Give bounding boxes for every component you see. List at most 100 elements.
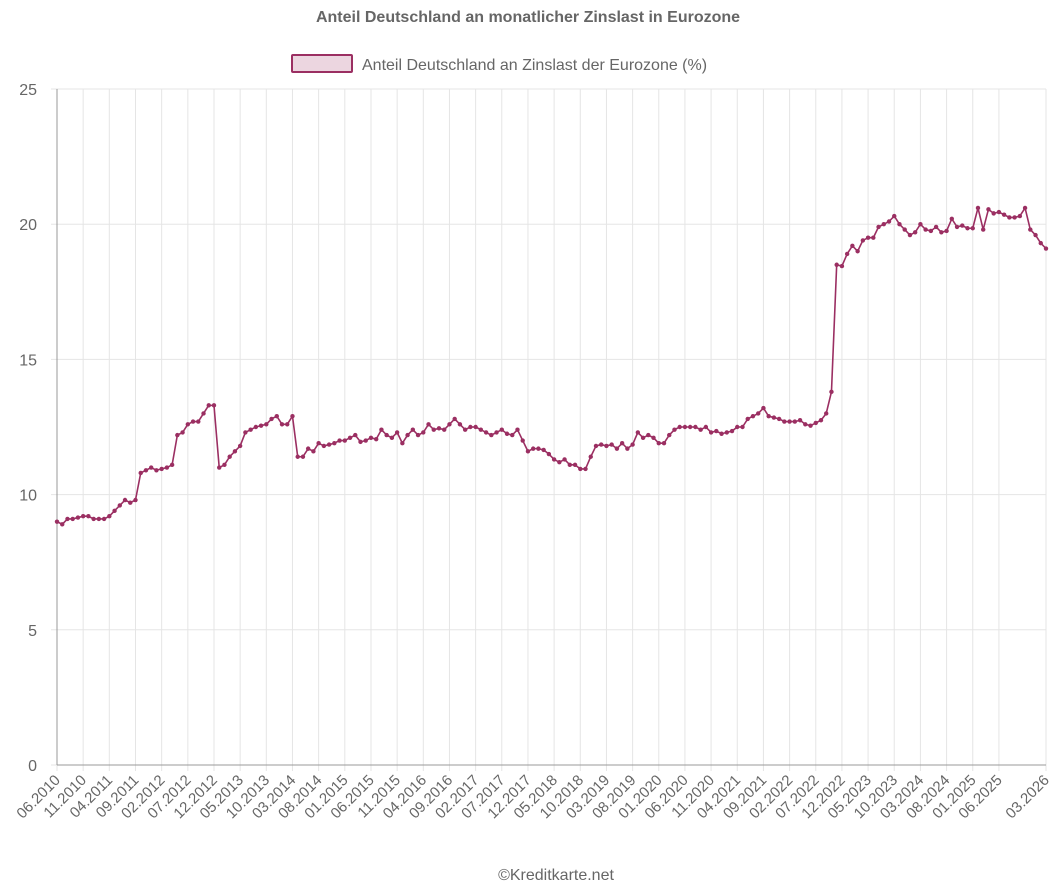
data-point[interactable] [326,442,332,447]
data-point[interactable] [274,413,279,419]
data-point[interactable] [80,514,86,519]
legend-swatch[interactable] [291,54,353,73]
data-point[interactable] [530,446,536,451]
data-point[interactable] [358,439,363,445]
data-point[interactable] [133,497,138,503]
data-point[interactable] [468,424,473,430]
data-point[interactable] [374,436,379,442]
data-point[interactable] [923,227,928,232]
data-point[interactable] [619,441,625,446]
data-point[interactable] [196,419,201,424]
data-point[interactable] [677,424,682,430]
data-point[interactable] [745,416,750,422]
data-point[interactable] [850,243,855,249]
data-point[interactable] [452,416,457,422]
data-point[interactable] [1043,246,1049,251]
data-point[interactable] [954,224,960,230]
data-point[interactable] [515,427,520,432]
data-point[interactable] [190,419,196,424]
data-point[interactable] [944,228,949,234]
data-point[interactable] [996,209,1002,215]
data-point[interactable] [211,403,217,408]
data-point[interactable] [551,457,557,462]
data-point[interactable] [353,432,358,438]
data-point[interactable] [1022,205,1028,211]
data-point[interactable] [886,219,892,224]
data-point[interactable] [682,424,688,430]
data-point[interactable] [881,222,886,227]
data-point[interactable] [755,411,761,416]
data-point[interactable] [939,230,944,235]
data-point[interactable] [143,468,149,473]
data-point[interactable] [96,516,102,522]
data-point[interactable] [473,424,478,430]
data-point[interactable] [729,428,735,434]
data-point[interactable] [808,423,813,428]
data-point[interactable] [70,516,75,522]
data-point[interactable] [101,516,107,522]
data-point[interactable] [91,516,96,522]
data-point[interactable] [405,432,410,438]
data-point[interactable] [640,435,646,441]
data-point[interactable] [311,449,316,454]
data-point[interactable] [630,442,635,447]
data-point[interactable] [536,446,541,451]
data-point[interactable] [661,441,667,446]
data-point[interactable] [60,522,65,527]
data-point[interactable] [656,441,661,446]
data-point[interactable] [912,230,918,235]
data-point[interactable] [562,457,567,462]
data-point[interactable] [510,432,515,438]
data-point[interactable] [332,441,337,446]
data-point[interactable] [975,205,981,211]
data-point[interactable] [426,422,431,427]
data-point[interactable] [787,419,792,424]
data-point[interactable] [117,503,122,508]
data-point[interactable] [295,454,300,459]
data-point[interactable] [494,430,499,435]
data-point[interactable] [415,432,421,438]
data-point[interactable] [337,438,342,443]
data-point[interactable] [258,423,264,428]
data-point[interactable] [965,226,970,231]
data-point[interactable] [232,449,238,454]
data-point[interactable] [599,442,604,447]
data-point[interactable] [1017,213,1023,219]
data-point[interactable] [442,427,447,432]
data-point[interactable] [724,430,729,435]
data-point[interactable] [128,500,133,505]
data-point[interactable] [865,235,871,240]
data-point[interactable] [185,422,191,427]
data-point[interactable] [557,459,562,465]
data-point[interactable] [520,438,525,443]
data-point[interactable] [478,427,484,432]
data-point[interactable] [703,424,709,430]
data-point[interactable] [379,427,384,432]
data-point[interactable] [687,424,693,430]
data-point[interactable] [871,235,876,240]
data-point[interactable] [614,446,620,451]
data-point[interactable] [1007,215,1012,220]
data-point[interactable] [949,216,955,221]
data-point[interactable] [384,432,389,438]
data-point[interactable] [750,413,756,419]
data-point[interactable] [651,435,656,441]
data-point[interactable] [86,514,91,519]
data-point[interactable] [316,441,321,446]
data-point[interactable] [206,403,211,408]
data-point[interactable] [672,427,677,432]
data-point[interactable] [279,422,285,427]
data-point[interactable] [410,427,416,432]
data-point[interactable] [991,211,996,216]
data-point[interactable] [107,514,112,519]
legend[interactable]: Anteil Deutschland an Zinslast der Euroz… [291,54,707,74]
data-point[interactable] [708,430,714,435]
data-point[interactable] [159,466,164,472]
data-point[interactable] [421,430,426,435]
data-point[interactable] [1028,227,1033,232]
data-point[interactable] [766,413,771,419]
data-point[interactable] [264,422,269,427]
data-point[interactable] [269,416,274,422]
data-point[interactable] [504,431,510,436]
data-point[interactable] [897,222,902,227]
